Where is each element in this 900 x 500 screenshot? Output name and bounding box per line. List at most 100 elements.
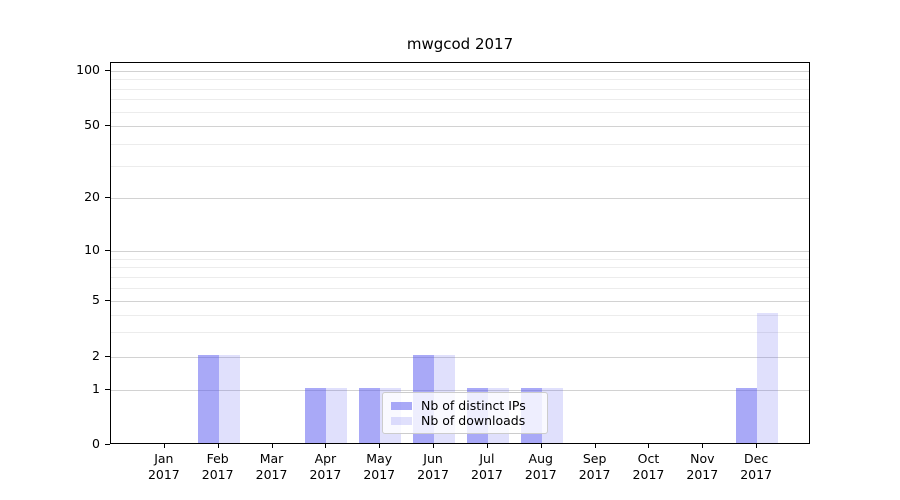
x-tick-month: Jun (423, 451, 443, 466)
gridline-minor-y7 (111, 276, 809, 278)
bar-downloads-dec (757, 312, 779, 443)
plot-area (110, 62, 810, 444)
gridline-minor-y8 (111, 267, 809, 269)
gridline-major-y20 (111, 198, 809, 199)
legend-item-distinct-ips: Nb of distinct IPs (391, 398, 539, 413)
x-tick-year: 2017 (309, 467, 342, 482)
x-tick-month: Feb (206, 451, 229, 466)
y-tick-10 (105, 250, 110, 251)
y-tick-2 (105, 356, 110, 357)
y-tick-20 (105, 197, 110, 198)
gridline-minor-y70 (111, 99, 809, 101)
x-tick-aug (540, 444, 542, 448)
gridline-minor-y4 (111, 314, 809, 316)
x-tick-label-apr: Apr 2017 (297, 451, 353, 483)
y-tick-50 (105, 125, 110, 126)
gridline-minor-y30 (111, 166, 809, 168)
x-tick-year: 2017 (686, 467, 719, 482)
x-tick-label-nov: Nov 2017 (674, 451, 730, 483)
legend-swatch-downloads-icon (391, 416, 412, 425)
bar-downloads-apr (326, 388, 348, 443)
x-tick-label-jan: Jan 2017 (136, 451, 192, 483)
x-tick-label-mar: Mar 2017 (244, 451, 300, 483)
y-tick-label-100: 100 (76, 62, 100, 77)
gridline-minor-y6 (111, 287, 809, 289)
legend-swatch-distinct-ips-icon (391, 401, 412, 410)
bar-distinct-ips-apr (305, 388, 327, 443)
gridline-major-y1 (111, 390, 809, 391)
x-tick-label-jul: Jul 2017 (459, 451, 515, 483)
x-tick-year: 2017 (201, 467, 234, 482)
x-tick-year: 2017 (363, 467, 396, 482)
x-tick-year: 2017 (632, 467, 665, 482)
bar-downloads-feb (218, 355, 240, 443)
x-tick-month: Jul (479, 451, 495, 466)
y-tick-label-50: 50 (84, 117, 100, 132)
gridline-minor-y40 (111, 143, 809, 145)
x-tick-month: Mar (259, 451, 284, 466)
x-tick-dec (756, 444, 758, 448)
gridline-major-y100 (111, 71, 809, 72)
x-tick-month: Oct (637, 451, 660, 466)
y-tick-0 (105, 444, 110, 445)
bar-distinct-ips-feb (197, 355, 219, 443)
bar-distinct-ips-may (359, 388, 381, 443)
y-tick-100 (105, 70, 110, 71)
x-tick-month: Sep (582, 451, 607, 466)
x-tick-jun (433, 444, 435, 448)
gridline-minor-y80 (111, 88, 809, 90)
x-tick-feb (217, 444, 219, 448)
y-tick-label-5: 5 (92, 292, 100, 307)
gridline-major-y5 (111, 301, 809, 302)
x-tick-month: May (366, 451, 393, 466)
legend-label-downloads: Nb of downloads (421, 413, 526, 428)
gridline-minor-y9 (111, 258, 809, 260)
x-tick-year: 2017 (578, 467, 611, 482)
x-tick-year: 2017 (417, 467, 449, 482)
y-tick-label-20: 20 (84, 189, 100, 204)
chart-title: mwgcod 2017 (406, 35, 514, 53)
y-tick-label-1: 1 (92, 381, 100, 396)
y-tick-label-0: 0 (92, 436, 100, 451)
x-tick-mar (271, 444, 273, 448)
legend: Nb of distinct IPs Nb of downloads (382, 392, 548, 434)
x-tick-jan (163, 444, 165, 448)
x-tick-month: Nov (690, 451, 715, 466)
legend-label-distinct-ips: Nb of distinct IPs (421, 398, 526, 413)
y-tick-1 (105, 389, 110, 390)
x-tick-nov (702, 444, 704, 448)
x-tick-year: 2017 (471, 467, 503, 482)
gridline-major-y50 (111, 126, 809, 127)
x-tick-oct (648, 444, 650, 448)
legend-item-downloads: Nb of downloads (391, 413, 539, 428)
x-tick-label-dec: Dec 2017 (728, 451, 784, 483)
x-tick-label-oct: Oct 2017 (620, 451, 676, 483)
x-tick-label-jun: Jun 2017 (405, 451, 461, 483)
y-tick-label-2: 2 (92, 348, 100, 363)
x-tick-month: Apr (314, 451, 337, 466)
x-tick-label-may: May 2017 (351, 451, 407, 483)
x-tick-year: 2017 (740, 467, 773, 482)
gridline-major-y10 (111, 251, 809, 252)
bar-distinct-ips-dec (736, 388, 758, 443)
x-tick-month: Jan (154, 451, 174, 466)
x-tick-label-aug: Aug 2017 (513, 451, 569, 483)
y-tick-5 (105, 300, 110, 301)
gridline-major-y2 (111, 357, 809, 358)
x-tick-label-feb: Feb 2017 (190, 451, 246, 483)
x-tick-may (379, 444, 381, 448)
x-tick-month: Dec (744, 451, 769, 466)
gridline-minor-y60 (111, 111, 809, 113)
x-tick-year: 2017 (255, 467, 288, 482)
x-tick-apr (325, 444, 327, 448)
x-tick-year: 2017 (147, 467, 180, 482)
gridline-minor-y90 (111, 79, 809, 81)
y-tick-label-10: 10 (84, 242, 100, 257)
x-tick-jul (486, 444, 488, 448)
x-tick-month: Aug (528, 451, 553, 466)
gridline-minor-y3 (111, 332, 809, 334)
x-tick-sep (594, 444, 596, 448)
x-tick-year: 2017 (524, 467, 557, 482)
x-tick-label-sep: Sep 2017 (567, 451, 623, 483)
